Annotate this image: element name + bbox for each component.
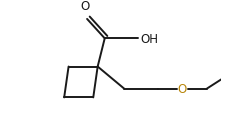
Text: O: O <box>178 82 187 95</box>
Text: OH: OH <box>140 33 158 45</box>
Text: O: O <box>81 0 90 13</box>
